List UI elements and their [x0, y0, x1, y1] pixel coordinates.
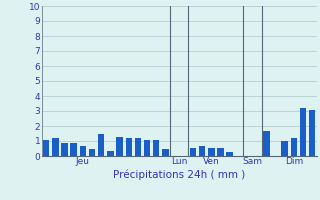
Bar	[52, 138, 59, 156]
Bar	[208, 148, 214, 156]
Bar	[300, 108, 306, 156]
Bar	[309, 110, 316, 156]
Bar	[199, 146, 205, 156]
Bar	[43, 140, 49, 156]
Bar	[70, 143, 77, 156]
Bar	[80, 146, 86, 156]
Bar	[217, 148, 224, 156]
Bar	[98, 134, 104, 156]
Bar	[291, 138, 297, 156]
Bar	[61, 142, 68, 156]
Bar	[162, 148, 169, 156]
Bar	[107, 151, 114, 156]
Bar	[125, 138, 132, 156]
Bar	[263, 131, 269, 156]
X-axis label: Précipitations 24h ( mm ): Précipitations 24h ( mm )	[113, 169, 245, 180]
Bar	[116, 137, 123, 156]
Bar	[89, 149, 95, 156]
Bar	[227, 152, 233, 156]
Bar	[282, 141, 288, 156]
Bar	[190, 148, 196, 156]
Bar	[135, 138, 141, 156]
Bar	[144, 140, 150, 156]
Bar	[153, 140, 159, 156]
